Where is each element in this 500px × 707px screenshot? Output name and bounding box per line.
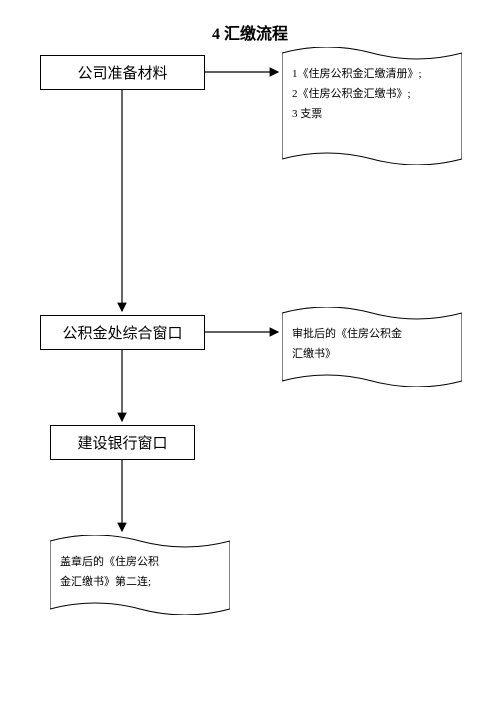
scroll-s1: 1《住房公积金汇缴清册》;2《住房公积金汇缴书》;3 支票	[282, 47, 462, 165]
box-window2: 建设银行窗口	[50, 425, 195, 460]
scroll-s3-text: 盖章后的《住房公积金汇缴书》第二连;	[50, 545, 230, 601]
box-window1-label: 公积金处综合窗口	[62, 322, 182, 343]
box-prepare: 公司准备材料	[40, 55, 205, 90]
scroll-s3: 盖章后的《住房公积金汇缴书》第二连;	[50, 535, 230, 615]
scroll-s2-text: 审批后的《住房公积金汇缴书》	[282, 317, 462, 373]
box-window1: 公积金处综合窗口	[40, 315, 205, 350]
page-title: 4 汇缴流程	[0, 20, 500, 44]
box-window2-label: 建设银行窗口	[77, 432, 167, 453]
box-prepare-label: 公司准备材料	[77, 62, 167, 83]
scroll-s1-text: 1《住房公积金汇缴清册》;2《住房公积金汇缴书》;3 支票	[282, 57, 462, 132]
scroll-s2: 审批后的《住房公积金汇缴书》	[282, 307, 462, 387]
